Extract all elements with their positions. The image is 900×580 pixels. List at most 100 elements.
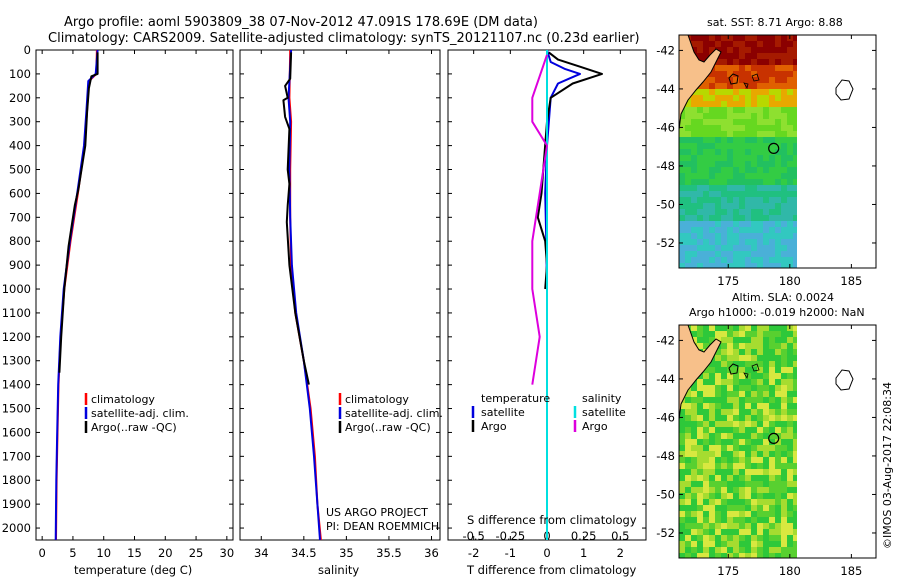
heatmap-cell <box>709 245 715 251</box>
heatmap-cell <box>793 119 797 125</box>
heatmap-cell <box>757 137 763 143</box>
heatmap-cell <box>739 403 745 409</box>
heatmap-cell <box>715 367 721 373</box>
heatmap-cell <box>763 361 769 367</box>
heatmap-cell <box>709 385 715 391</box>
heatmap-cell <box>739 427 745 433</box>
heatmap-cell <box>715 511 721 517</box>
heatmap-cell <box>715 137 721 143</box>
heatmap-cell <box>691 325 697 331</box>
heatmap-cell <box>769 227 775 233</box>
heatmap-cell <box>787 131 793 137</box>
heatmap-cell <box>679 529 685 535</box>
heatmap-cell <box>697 167 703 173</box>
heatmap-cell <box>757 529 763 535</box>
heatmap-cell <box>769 547 775 553</box>
heatmap-cell <box>775 173 781 179</box>
difference-legend: temperature salinity satellite Argo sate… <box>471 392 626 433</box>
heatmap-cell <box>685 227 691 233</box>
heatmap-cell <box>769 355 775 361</box>
heatmap-cell <box>697 149 703 155</box>
heatmap-cell <box>787 379 793 385</box>
heatmap-cell <box>775 113 781 119</box>
heatmap-cell <box>775 415 781 421</box>
heatmap-cell <box>703 385 709 391</box>
heatmap-cell <box>787 517 793 523</box>
heatmap-cell <box>787 119 793 125</box>
heatmap-cell <box>769 433 775 439</box>
heatmap-cell <box>793 35 797 41</box>
heatmap-cell <box>751 355 757 361</box>
heatmap-cell <box>685 131 691 137</box>
x-tick-label: 20 <box>158 546 173 560</box>
top-x-tick-label: -0.25 <box>495 529 525 543</box>
heatmap-cell <box>757 421 763 427</box>
legend-label-t-argo: Argo <box>481 420 507 433</box>
heatmap-cell <box>739 227 745 233</box>
heatmap-cell <box>703 433 709 439</box>
heatmap-cell <box>763 155 769 161</box>
heatmap-cell <box>733 529 739 535</box>
heatmap-cell <box>703 173 709 179</box>
heatmap-cell <box>727 221 733 227</box>
heatmap-cell <box>757 343 763 349</box>
sla-map-title-1: Altim. SLA: 0.0024 <box>732 291 834 304</box>
heatmap-cell <box>685 125 691 131</box>
heatmap-cell <box>685 481 691 487</box>
heatmap-cell <box>787 53 793 59</box>
heatmap-cell <box>769 511 775 517</box>
heatmap-cell <box>691 113 697 119</box>
heatmap-cell <box>727 391 733 397</box>
heatmap-cell <box>781 47 787 53</box>
heatmap-cell <box>727 149 733 155</box>
heatmap-cell <box>763 331 769 337</box>
heatmap-cell <box>709 391 715 397</box>
heatmap-cell <box>739 203 745 209</box>
map-x-tick-label: 180 <box>779 564 801 578</box>
heatmap-cell <box>727 547 733 553</box>
heatmap-cell <box>775 379 781 385</box>
heatmap-cell <box>769 185 775 191</box>
heatmap-cell <box>781 343 787 349</box>
heatmap-cell <box>715 445 721 451</box>
heatmap-cell <box>703 113 709 119</box>
heatmap-cell <box>691 257 697 263</box>
heatmap-cell <box>685 511 691 517</box>
heatmap-cell <box>727 541 733 547</box>
heatmap-cell <box>727 119 733 125</box>
heatmap-cell <box>703 95 709 101</box>
heatmap-cell <box>733 451 739 457</box>
s-difference-xlabel: S difference from climatology <box>467 513 637 527</box>
heatmap-cell <box>721 95 727 101</box>
heatmap-cell <box>745 125 751 131</box>
heatmap-cell <box>763 197 769 203</box>
heatmap-cell <box>709 511 715 517</box>
heatmap-cell <box>715 131 721 137</box>
heatmap-cell <box>733 343 739 349</box>
legend-label-climatology: climatology <box>345 393 409 406</box>
heatmap-cell <box>739 209 745 215</box>
heatmap-cell <box>715 119 721 125</box>
heatmap-cell <box>715 179 721 185</box>
heatmap-cell <box>745 523 751 529</box>
heatmap-cell <box>679 547 685 553</box>
heatmap-cell <box>709 331 715 337</box>
heatmap-cell <box>709 47 715 53</box>
heatmap-cell <box>769 221 775 227</box>
heatmap-cell <box>721 505 727 511</box>
heatmap-cell <box>679 149 685 155</box>
heatmap-cell <box>697 523 703 529</box>
y-tick-label: 0 <box>24 43 31 57</box>
heatmap-cell <box>781 463 787 469</box>
heatmap-cell <box>781 391 787 397</box>
heatmap-cell <box>751 131 757 137</box>
heatmap-cell <box>727 131 733 137</box>
heatmap-cell <box>697 505 703 511</box>
y-tick-label: 1900 <box>2 497 31 511</box>
heatmap-cell <box>769 119 775 125</box>
heatmap-cell <box>685 119 691 125</box>
heatmap-cell <box>697 101 703 107</box>
heatmap-cell <box>787 385 793 391</box>
heatmap-cell <box>745 215 751 221</box>
heatmap-cell <box>757 245 763 251</box>
